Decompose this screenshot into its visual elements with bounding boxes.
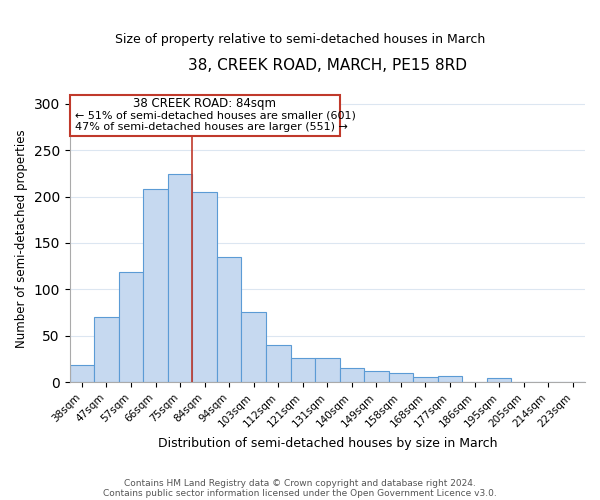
Bar (70, 366, 94, 382)
Bar (193, 192, 217, 382)
Text: 47% of semi-detached houses are larger (551) →: 47% of semi-detached houses are larger (… (75, 122, 347, 132)
Bar (94, 317, 119, 382)
Y-axis label: Number of semi-detached properties: Number of semi-detached properties (15, 129, 28, 348)
Text: Contains HM Land Registry data © Crown copyright and database right 2024.: Contains HM Land Registry data © Crown c… (124, 478, 476, 488)
Bar (290, 358, 315, 382)
Bar (364, 371, 389, 382)
Bar (119, 272, 143, 382)
Title: 38, CREEK ROAD, MARCH, PE15 8RD: 38, CREEK ROAD, MARCH, PE15 8RD (188, 58, 467, 72)
Bar (241, 312, 266, 382)
Bar (217, 257, 241, 382)
Bar (168, 174, 193, 382)
Bar (143, 189, 168, 382)
Bar (389, 373, 413, 382)
Bar (487, 378, 511, 382)
Text: ← 51% of semi-detached houses are smaller (601): ← 51% of semi-detached houses are smalle… (75, 110, 356, 120)
Bar (438, 376, 462, 382)
Text: Contains public sector information licensed under the Open Government Licence v3: Contains public sector information licen… (103, 488, 497, 498)
Bar (413, 376, 438, 382)
Text: 38 CREEK ROAD: 84sqm: 38 CREEK ROAD: 84sqm (133, 98, 277, 110)
Bar (266, 345, 290, 382)
Bar (340, 368, 364, 382)
FancyBboxPatch shape (70, 94, 340, 136)
Text: Size of property relative to semi-detached houses in March: Size of property relative to semi-detach… (115, 32, 485, 46)
Bar (315, 358, 340, 382)
X-axis label: Distribution of semi-detached houses by size in March: Distribution of semi-detached houses by … (158, 437, 497, 450)
